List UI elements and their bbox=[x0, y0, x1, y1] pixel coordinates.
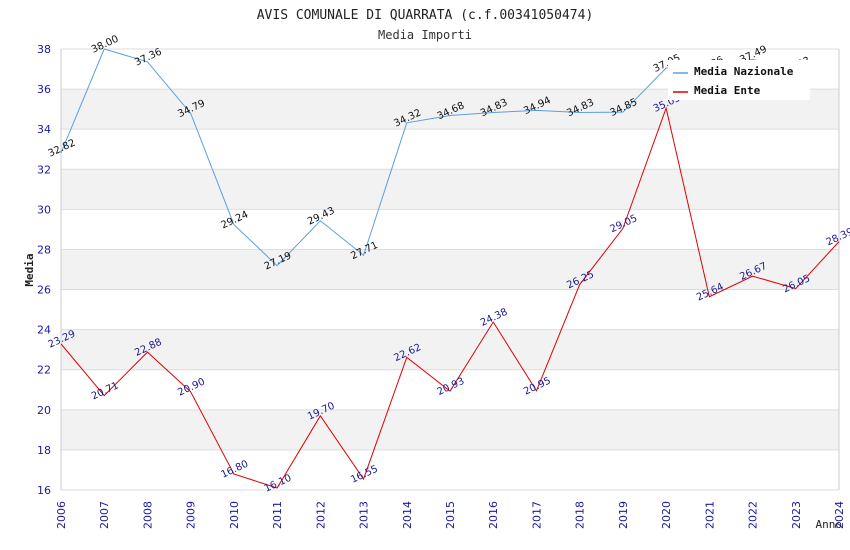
grid-band bbox=[61, 329, 839, 370]
grid-band bbox=[61, 249, 839, 290]
x-tick-label: 2019 bbox=[617, 501, 630, 529]
legend-label-media-nazionale: Media Nazionale bbox=[694, 65, 794, 78]
y-tick-label: 20 bbox=[37, 404, 51, 417]
y-axis-label: Media bbox=[23, 253, 36, 286]
x-tick-label: 2010 bbox=[228, 501, 241, 529]
x-tick-label: 2016 bbox=[487, 501, 500, 529]
x-tick-label: 2015 bbox=[444, 501, 457, 529]
y-tick-label: 34 bbox=[37, 123, 51, 136]
legend-box bbox=[668, 60, 810, 100]
x-axis-label: Anno bbox=[816, 518, 843, 531]
chart-title: AVIS COMUNALE DI QUARRATA (c.f.003410504… bbox=[257, 8, 594, 23]
grid-band bbox=[61, 409, 839, 450]
y-tick-label: 32 bbox=[37, 163, 51, 176]
y-tick-label: 22 bbox=[37, 364, 51, 377]
x-tick-label: 2008 bbox=[141, 501, 154, 529]
x-tick-label: 2023 bbox=[790, 501, 803, 529]
grid-band bbox=[61, 209, 839, 250]
y-tick-label: 24 bbox=[37, 324, 51, 337]
x-tick-label: 2022 bbox=[747, 501, 760, 529]
y-tick-labels: 16 18 20 22 24 26 28 30 32 34 36 38 bbox=[37, 43, 51, 497]
y-tick-label: 30 bbox=[37, 203, 51, 216]
x-tick-label: 2006 bbox=[55, 501, 68, 529]
x-tick-label: 2012 bbox=[314, 501, 327, 529]
x-tick-label: 2013 bbox=[358, 501, 371, 529]
x-tick-label: 2007 bbox=[98, 501, 111, 529]
grid-band bbox=[61, 169, 839, 210]
grid-bands bbox=[61, 49, 839, 490]
x-tick-label: 2024 bbox=[833, 501, 846, 529]
grid-band bbox=[61, 129, 839, 170]
legend: Media Nazionale Media Ente bbox=[668, 60, 810, 100]
y-tick-label: 16 bbox=[37, 484, 51, 497]
legend-label-media-ente: Media Ente bbox=[694, 84, 761, 97]
x-tick-label: 2017 bbox=[530, 501, 543, 529]
y-tick-label: 28 bbox=[37, 243, 51, 256]
chart-subtitle: Media Importi bbox=[378, 28, 472, 42]
grid-band bbox=[61, 369, 839, 410]
y-tick-label: 38 bbox=[37, 43, 51, 56]
series-line-media-ente bbox=[60, 106, 840, 489]
x-tick-label: 2009 bbox=[185, 501, 198, 529]
grid-band bbox=[61, 449, 839, 490]
x-tick-label: 2014 bbox=[401, 501, 414, 529]
y-tick-label: 26 bbox=[37, 284, 51, 297]
y-tick-label: 18 bbox=[37, 444, 51, 457]
x-tick-label: 2021 bbox=[703, 501, 716, 529]
x-tick-labels: 2006 2007 2008 2009 2010 2011 2012 2013 2014 2015… bbox=[55, 501, 846, 529]
grid-lines bbox=[60, 48, 840, 491]
grid-band bbox=[61, 289, 839, 330]
y-tick-label: 36 bbox=[37, 83, 51, 96]
x-tick-label: 2020 bbox=[660, 501, 673, 529]
x-tick-label: 2018 bbox=[574, 501, 587, 529]
x-tick-label: 2011 bbox=[271, 501, 284, 529]
